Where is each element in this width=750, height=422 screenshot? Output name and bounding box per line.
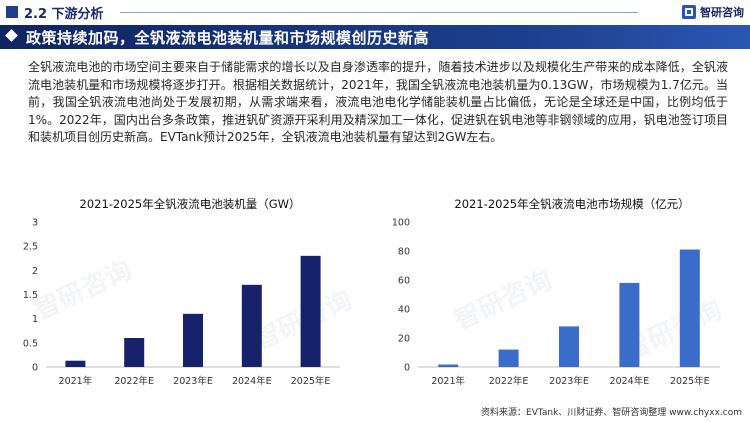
capacity-y-tick-label: 2.5: [23, 242, 38, 253]
market-x-tick-label: 2021年: [431, 375, 465, 387]
chart-title-capacity: 2021-2025年全钒液流电池装机量（GW）: [79, 197, 301, 211]
capacity-y-tick-label: 2: [32, 266, 38, 277]
brand-logo-icon: [682, 5, 696, 19]
market-bar: [438, 364, 459, 367]
brand-logo: 智研咨询: [682, 4, 744, 20]
market-y-tick-label: 100: [392, 218, 410, 229]
capacity-y-tick-label: 1.5: [23, 290, 38, 301]
header-divider: [120, 12, 638, 13]
capacity-y-tick-label: 0: [32, 363, 38, 374]
market-bar: [619, 282, 640, 367]
capacity-x-tick-label: 2023年E: [173, 375, 213, 387]
capacity-x-tick-label: 2025年E: [291, 375, 331, 387]
market-x-tick-label: 2022年E: [489, 375, 529, 387]
market-x-tick-label: 2023年E: [549, 375, 589, 387]
market-bar: [498, 349, 519, 367]
capacity-x-tick-label: 2022年E: [114, 375, 154, 387]
section-square-icon: [6, 6, 18, 18]
capacity-y-tick-label: 0.5: [23, 338, 38, 349]
capacity-bar: [124, 338, 145, 367]
section-title: 2.2 下游分析: [24, 7, 104, 22]
description-paragraph: 全钒液流电池的市场空间主要来自于储能需求的增长以及自身渗透率的提升，随着技术进步…: [28, 60, 728, 145]
capacity-bar: [300, 255, 321, 367]
title-banner: 政策持续加码，全钒液流电池装机量和市场规模创历史新高: [0, 25, 750, 49]
capacity-y-tick-label: 1: [32, 314, 38, 325]
capacity-bar: [65, 360, 86, 367]
market-y-tick-label: 40: [398, 305, 410, 316]
market-x-tick-label: 2024年E: [610, 375, 650, 387]
capacity-x-tick-label: 2021年: [59, 375, 93, 387]
market-y-tick-label: 20: [398, 334, 410, 345]
source-footer: 资料来源：EVTank、川财证券、智研咨询整理 www.chyxx.com: [481, 408, 742, 418]
capacity-bar: [241, 284, 262, 367]
capacity-y-tick-label: 3: [32, 218, 38, 229]
market-y-tick-label: 0: [404, 363, 410, 374]
capacity-x-tick-label: 2024年E: [232, 375, 272, 387]
market-bar: [559, 326, 579, 367]
brand-name: 智研咨询: [700, 6, 744, 19]
market-x-tick-label: 2025年E: [670, 375, 710, 387]
market-y-tick-label: 60: [398, 276, 410, 287]
market-bar: [679, 249, 700, 367]
market-y-tick-label: 80: [398, 247, 410, 258]
chart-title-market: 2021-2025年全钒液流电池市场规模（亿元）: [454, 197, 690, 211]
banner-title: 政策持续加码，全钒液流电池装机量和市场规模创历史新高: [26, 29, 430, 47]
capacity-bar: [183, 313, 203, 367]
section-header: 2.2 下游分析 智研咨询: [0, 0, 750, 24]
